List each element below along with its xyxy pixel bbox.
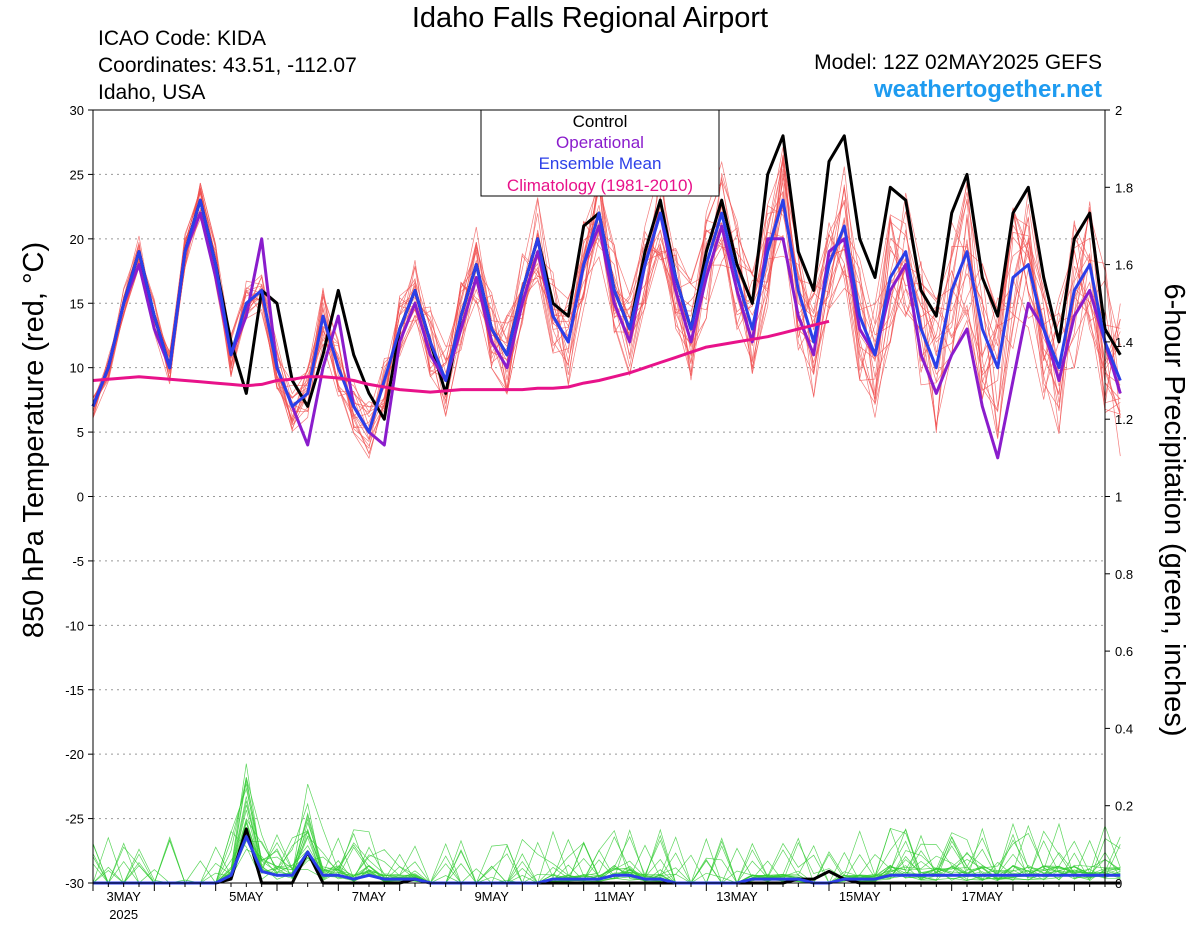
region: Idaho, USA — [98, 81, 206, 104]
coordinates: Coordinates: 43.51, -112.07 — [98, 54, 357, 77]
operational-temp-line — [91, 211, 1122, 460]
y-left-tick-label: -20 — [65, 747, 84, 762]
y-right-tick-label: 1 — [1115, 490, 1122, 505]
x-tick-label: 13MAY — [716, 889, 758, 904]
y-right-tick-label: 0.2 — [1115, 799, 1133, 814]
legend-operational: Operational — [556, 133, 644, 152]
y-right-tick-label: 0.6 — [1115, 644, 1133, 659]
y-left-tick-label: -25 — [65, 812, 84, 827]
y-right-tick-label: 0 — [1115, 876, 1122, 891]
legend-control: Control — [573, 112, 628, 131]
x-tick-label: 9MAY — [474, 889, 509, 904]
y-right-tick-label: 2 — [1115, 103, 1122, 118]
y-left-tick-label: -30 — [65, 876, 84, 891]
y-right-tick-label: 1.4 — [1115, 335, 1133, 350]
y-left-tick-label: -5 — [72, 554, 84, 569]
ensemble-member-precip-line — [93, 818, 1121, 884]
ensemble-member-precip-line — [92, 830, 1121, 884]
ensemble-member-precip-line — [92, 796, 1121, 884]
legend-climatology: Climatology (1981-2010) — [507, 176, 693, 195]
ensemble-mean-precip-line — [93, 835, 1121, 885]
legend-ensemble-mean: Ensemble Mean — [539, 154, 662, 173]
climatology-1981-2010-temp-line — [92, 319, 830, 394]
y-left-tick-label: -10 — [65, 618, 84, 633]
y-right-tick-label: 0.4 — [1115, 721, 1133, 736]
legend-box — [480, 109, 720, 197]
ensemble-mean-temp-line — [91, 198, 1122, 434]
icao-code: ICAO Code: KIDA — [98, 27, 267, 50]
ensemble-member-temp-line — [92, 155, 1121, 441]
x-tick-label: 3MAY — [106, 889, 141, 904]
model-run: Model: 12Z 02MAY2025 GEFS — [814, 51, 1102, 74]
y-left-tick-label: 15 — [70, 296, 84, 311]
y-right-tick-label: 1.8 — [1115, 180, 1133, 195]
y-left-tick-label: 30 — [70, 103, 84, 118]
x-tick-label: 17MAY — [961, 889, 1003, 904]
y-left-tick-label: 5 — [77, 425, 84, 440]
y-right-tick-label: 1.2 — [1115, 412, 1133, 427]
x-tick-label: 11MAY — [594, 889, 635, 904]
y-left-tick-label: 25 — [70, 167, 84, 182]
y-right-tick-label: 1.6 — [1115, 258, 1133, 273]
site-link[interactable]: weathertogether.net — [873, 76, 1102, 103]
y-left-tick-label: -15 — [65, 683, 84, 698]
x-tick-label: 15MAY — [839, 889, 881, 904]
chart-title: Idaho Falls Regional Airport — [411, 2, 769, 34]
legend: Control Operational Ensemble Mean Climat… — [480, 109, 720, 197]
x-tick-label: 5MAY — [229, 889, 264, 904]
y-left-tick-label: 10 — [70, 361, 84, 376]
x-tick-sublabel: 2025 — [109, 907, 138, 922]
y-left-tick-label: 20 — [70, 232, 84, 247]
y-left-tick-label: 0 — [77, 490, 84, 505]
y-right-tick-label: 0.8 — [1115, 567, 1133, 582]
ensemble-member-precip-line — [93, 828, 1121, 884]
x-tick-label: 7MAY — [352, 889, 387, 904]
